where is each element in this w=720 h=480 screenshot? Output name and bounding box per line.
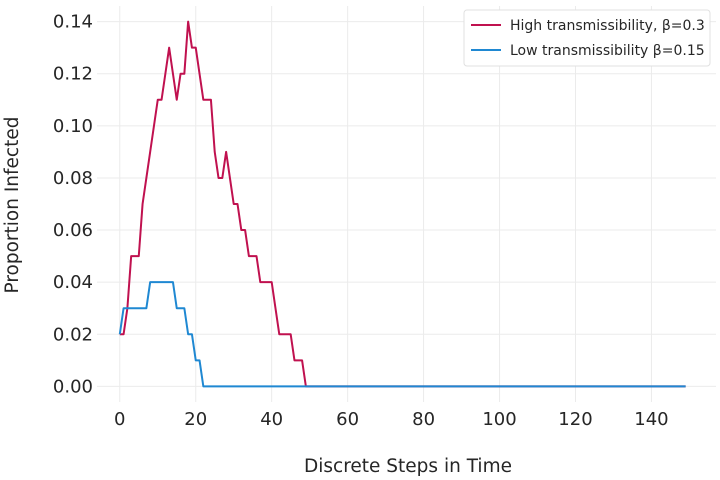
x-axis-ticks: 0 20 40 60 80 100 120 140 xyxy=(114,409,669,430)
series-line-high xyxy=(119,20,686,388)
x-tick-label: 40 xyxy=(260,409,283,430)
y-tick-label: 0.12 xyxy=(53,64,93,85)
y-tick-label: 0.04 xyxy=(53,272,93,293)
y-tick-label: 0.08 xyxy=(53,168,93,189)
y-tick-label: 0.00 xyxy=(53,376,93,397)
x-tick-label: 100 xyxy=(482,409,516,430)
legend: High transmissibility, β=0.3 Low transmi… xyxy=(463,9,711,67)
series-layer xyxy=(118,20,686,388)
y-axis-label: Proportion Infected xyxy=(2,117,23,294)
y-tick-label: 0.02 xyxy=(53,324,93,345)
y-axis-ticks: 0.00 0.02 0.04 0.06 0.08 0.10 0.12 0.14 xyxy=(53,12,93,398)
grid xyxy=(97,6,716,402)
series-line-low xyxy=(118,281,686,388)
legend-box xyxy=(463,9,711,67)
x-tick-label: 140 xyxy=(634,409,668,430)
y-tick-label: 0.06 xyxy=(53,220,93,241)
x-tick-label: 60 xyxy=(336,409,359,430)
legend-label-high: High transmissibility, β=0.3 xyxy=(510,18,705,34)
x-tick-label: 120 xyxy=(558,409,592,430)
y-tick-label: 0.10 xyxy=(53,116,93,137)
x-tick-label: 20 xyxy=(184,409,207,430)
y-tick-label: 0.14 xyxy=(53,12,93,33)
legend-label-low: Low transmissibility β=0.15 xyxy=(510,43,705,59)
x-tick-label: 80 xyxy=(412,409,435,430)
x-tick-label: 0 xyxy=(114,409,125,430)
x-axis-label: Discrete Steps in Time xyxy=(304,456,512,477)
